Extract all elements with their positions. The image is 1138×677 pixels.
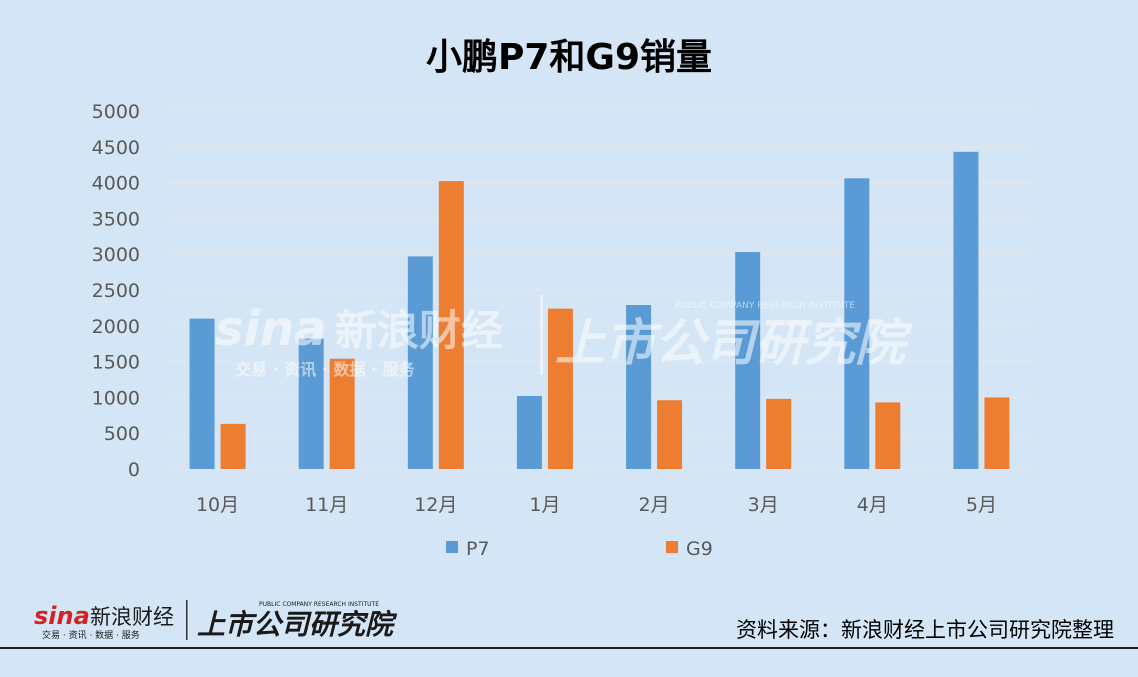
bar-p7 <box>844 178 870 469</box>
x-tick-label: 12月 <box>414 494 457 516</box>
x-tick-label: 11月 <box>305 494 348 516</box>
bar-p7 <box>189 318 215 469</box>
x-tick-label: 2月 <box>639 494 670 516</box>
bar-p7 <box>407 256 433 469</box>
legend: P7 G9 <box>446 538 713 560</box>
bar-g9 <box>657 400 683 469</box>
logo-institute-en: PUBLIC COMPANY RESEARCH INSTITUTE <box>259 601 379 608</box>
y-tick-label: 2500 <box>92 280 140 302</box>
legend-label-p7: P7 <box>466 538 490 560</box>
y-tick-label: 2000 <box>92 316 140 338</box>
watermark-institute-en: PUBLIC COMPANY RESEARCH INSTITUTE <box>675 301 855 311</box>
x-tick-label: 1月 <box>529 494 560 516</box>
bar-g9 <box>875 402 901 469</box>
y-axis-ticks: 0 500 1000 1500 2000 2500 3000 3500 4000 4500 5000 <box>92 101 140 481</box>
bar-g9 <box>984 397 1010 469</box>
bar-g9 <box>438 181 464 469</box>
watermark-tagline: 交易 · 资讯 · 数据 · 服务 <box>235 360 416 379</box>
bars <box>189 151 1010 469</box>
legend-label-g9: G9 <box>686 538 713 560</box>
watermark-brand: 新浪财经 <box>335 306 503 355</box>
logo-brand: 新浪财经 <box>90 605 174 629</box>
bar-chart: 0 500 1000 1500 2000 2500 3000 3500 4000 4500 5000… <box>92 101 1036 560</box>
watermark-divider <box>540 295 543 375</box>
x-tick-label: 4月 <box>857 494 888 516</box>
footer-divider <box>0 647 1138 649</box>
bar-g9 <box>547 308 573 469</box>
chart-title: 小鹏P7和G9销量 <box>425 37 713 78</box>
source-note: 资料来源：新浪财经上市公司研究院整理 <box>736 618 1114 642</box>
logo-divider <box>186 600 188 640</box>
bar-p7 <box>516 395 542 469</box>
y-tick-label: 3000 <box>92 244 140 266</box>
y-tick-label: 4000 <box>92 173 140 195</box>
bar-p7 <box>298 338 324 469</box>
y-tick-label: 1000 <box>92 387 140 409</box>
bar-p7 <box>953 151 979 469</box>
y-tick-label: 0 <box>128 459 140 481</box>
y-tick-label: 5000 <box>92 101 140 123</box>
y-tick-label: 3500 <box>92 208 140 230</box>
legend-swatch-p7 <box>446 541 458 553</box>
watermark-sina: sina <box>215 301 327 357</box>
watermark-logo: sina 新浪财经 交易 · 资讯 · 数据 · 服务 上市公司研究院 PUBL… <box>215 295 913 379</box>
x-tick-label: 10月 <box>196 494 239 516</box>
logo-tagline: 交易 · 资讯 · 数据 · 服务 <box>42 629 140 641</box>
x-tick-label: 5月 <box>966 494 997 516</box>
bar-g9 <box>220 423 246 469</box>
watermark-institute: 上市公司研究院 <box>555 314 913 372</box>
logo-institute: 上市公司研究院 <box>197 608 398 641</box>
legend-swatch-g9 <box>666 541 678 553</box>
y-tick-label: 4500 <box>92 137 140 159</box>
bar-g9 <box>766 398 792 469</box>
bar-g9 <box>329 358 355 469</box>
bar-p7 <box>626 305 652 469</box>
y-tick-label: 500 <box>104 423 140 445</box>
sina-finance-logo: sina 新浪财经 交易 · 资讯 · 数据 · 服务 上市公司研究院 PUBL… <box>34 600 398 641</box>
logo-sina: sina <box>34 602 90 630</box>
x-axis-ticks: 10月 11月 12月 1月 2月 3月 4月 5月 <box>196 494 997 516</box>
y-tick-label: 1500 <box>92 352 140 374</box>
bar-p7 <box>735 252 761 469</box>
x-tick-label: 3月 <box>748 494 779 516</box>
